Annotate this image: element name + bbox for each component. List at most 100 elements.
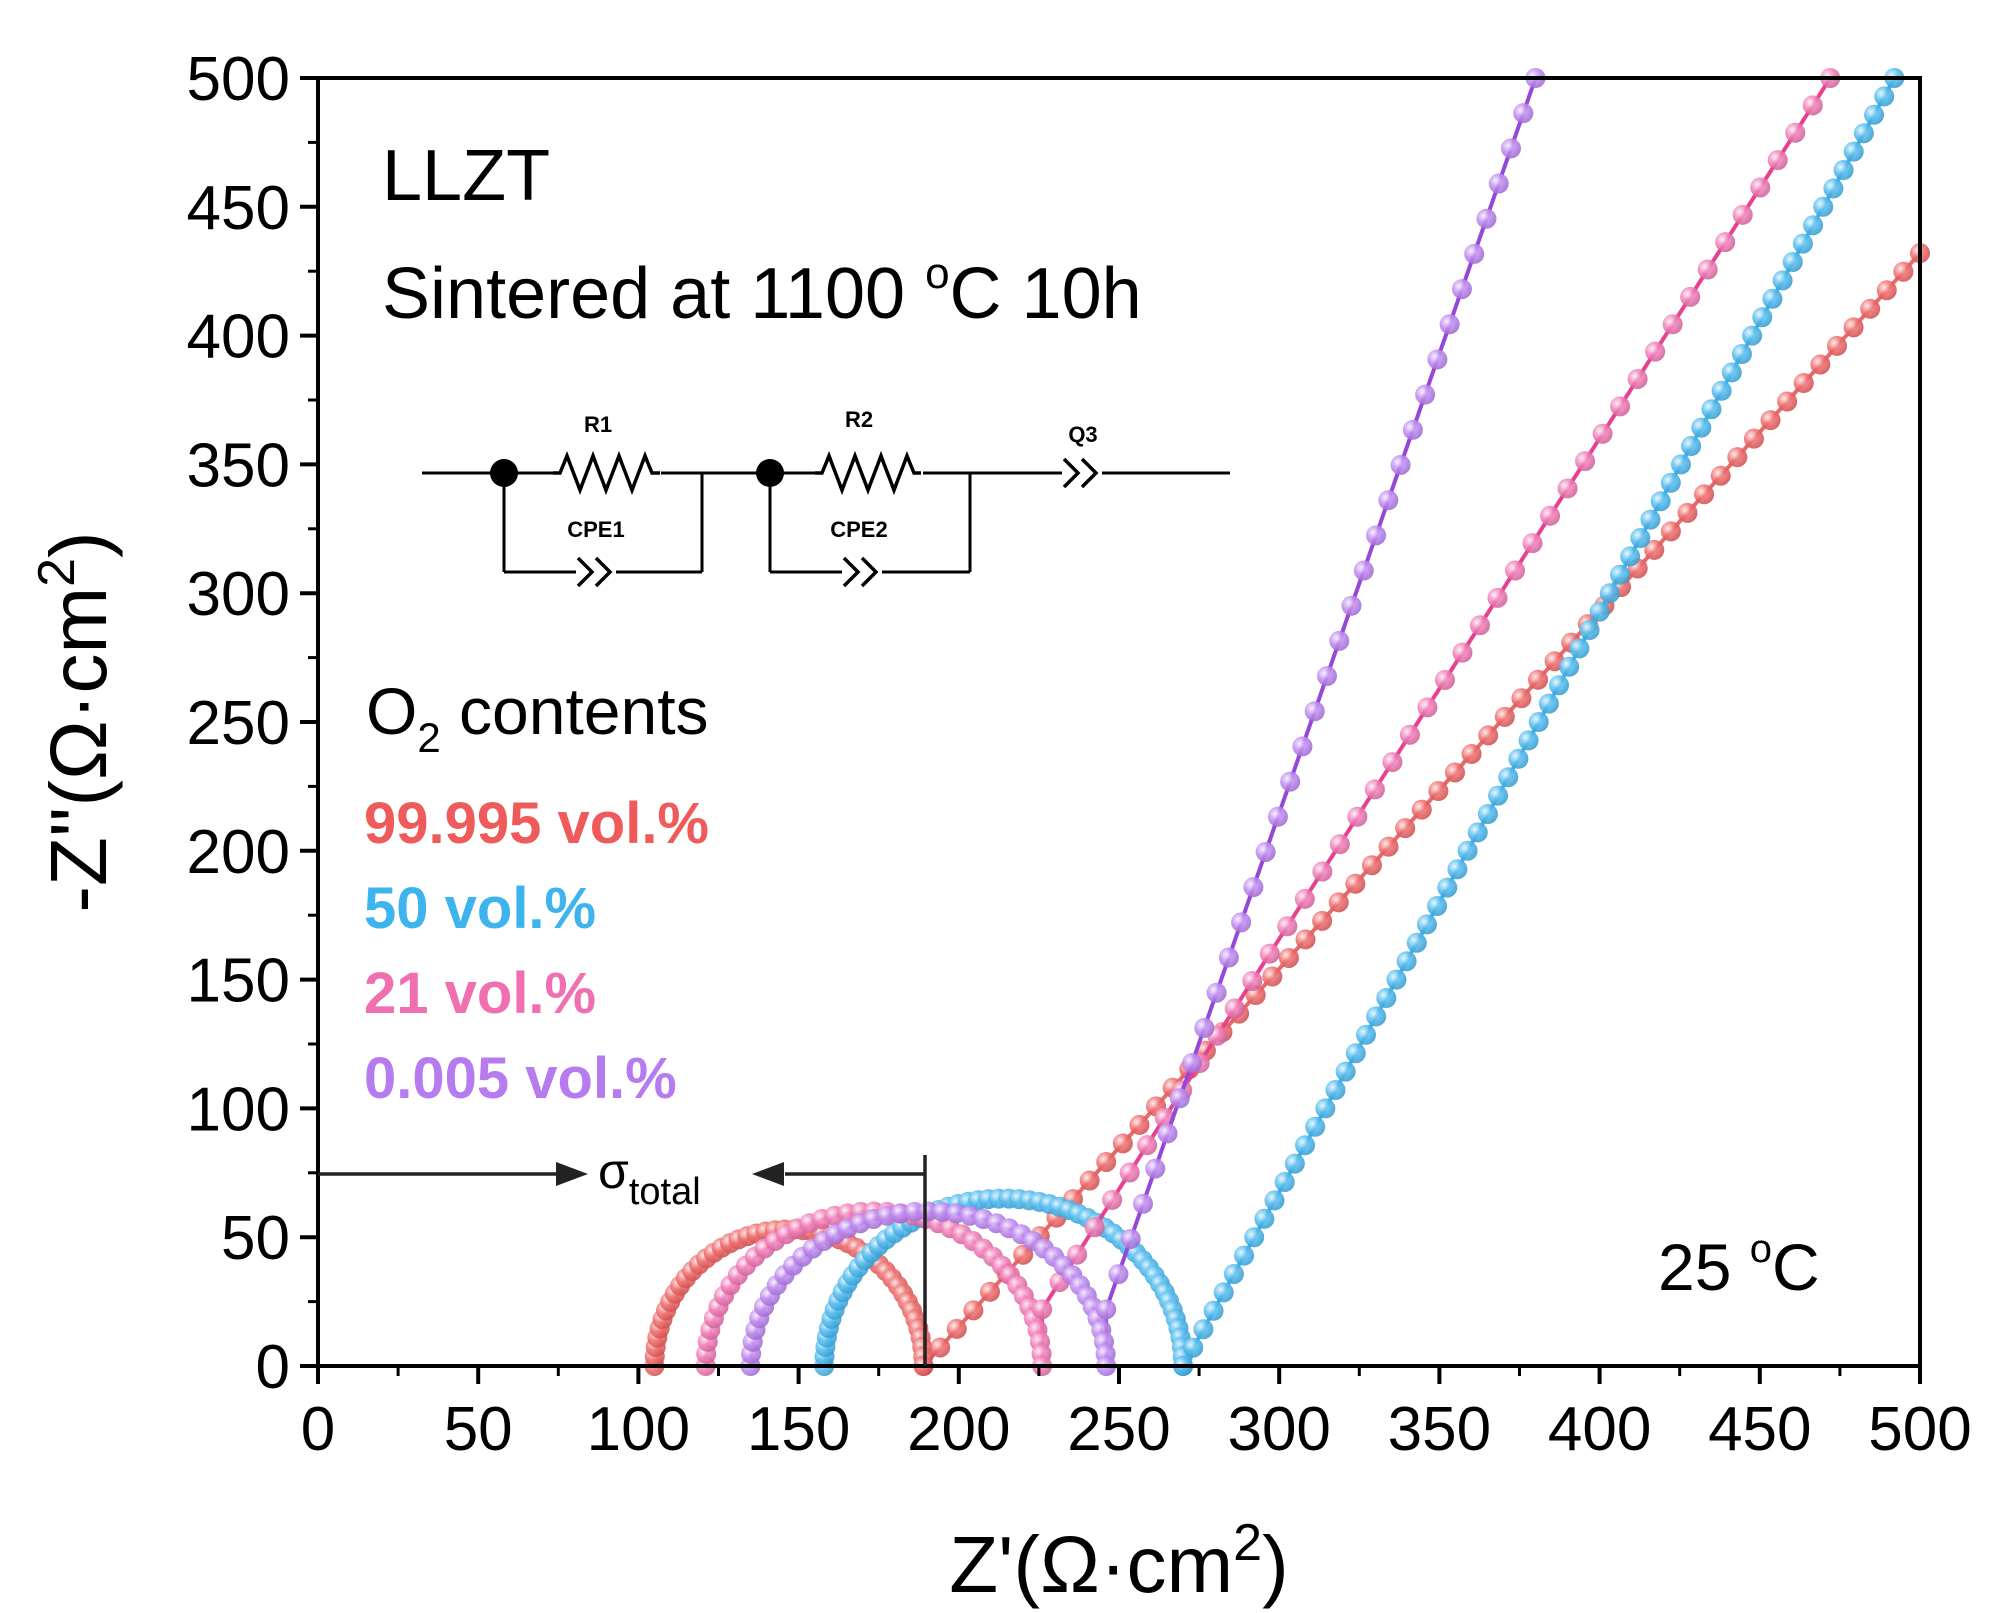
- data-point-shade: [1782, 252, 1803, 272]
- data-point-shade: [1589, 601, 1610, 622]
- data-point-shade: [1549, 675, 1570, 696]
- data-point-shade: [1461, 743, 1482, 764]
- data-point-shade: [1112, 1133, 1133, 1154]
- data-point-shade: [1364, 779, 1385, 800]
- data-point-shade: [1710, 465, 1731, 486]
- y-tick-label: 0: [256, 1333, 290, 1402]
- data-point-shade: [1402, 419, 1423, 440]
- data-point-shade: [1328, 892, 1349, 913]
- data-point-shade: [1538, 693, 1559, 714]
- data-point-shade: [1353, 560, 1374, 581]
- data-point-shade: [1417, 697, 1438, 718]
- data-point-shade: [1295, 1135, 1316, 1156]
- data-point-shade: [1355, 1024, 1376, 1045]
- data-point-shade: [1278, 947, 1299, 968]
- data-point-shade: [1802, 95, 1823, 116]
- data-point-shade: [1677, 502, 1698, 523]
- cpe2-icon: [842, 556, 882, 588]
- circuit-label-cpe2: CPE2: [830, 517, 887, 542]
- legend-title: O2 contents: [366, 674, 709, 761]
- data-point-shade: [1540, 505, 1561, 526]
- data-point-shade: [1157, 1123, 1178, 1144]
- y-tick-label: 100: [187, 1075, 290, 1144]
- data-point-shade: [1777, 391, 1798, 412]
- data-point-shade: [1610, 396, 1631, 417]
- data-point-shade: [979, 1281, 1000, 1302]
- data-point-shade: [1193, 1319, 1214, 1340]
- data-point-shade: [1813, 196, 1834, 217]
- data-point-shade: [1312, 861, 1333, 882]
- data-point-shade: [1650, 491, 1671, 512]
- data-point-shade: [1137, 1135, 1158, 1156]
- data-point-shade: [1280, 771, 1301, 792]
- data-point-shade: [1494, 706, 1515, 727]
- data-point-shade: [1079, 1170, 1100, 1191]
- data-point-shade: [930, 1337, 951, 1358]
- y-tick-label: 400: [187, 303, 290, 372]
- data-point-shade: [963, 1300, 984, 1321]
- data-point-shade: [1476, 208, 1497, 229]
- material-label: LLZT: [382, 136, 550, 216]
- data-point-shade: [1592, 423, 1613, 444]
- data-point-shade: [1508, 748, 1529, 769]
- data-point-shade: [1244, 1227, 1265, 1248]
- data-point-shade: [1640, 509, 1661, 530]
- data-point-shade: [1415, 384, 1436, 405]
- data-point-shade: [1701, 399, 1722, 420]
- data-point-shade: [1579, 620, 1600, 640]
- legend-entry: 50 vol.%: [364, 876, 596, 941]
- data-point-shade: [1772, 270, 1793, 291]
- data-point-shade: [1853, 123, 1874, 144]
- data-point-shade: [1194, 1017, 1215, 1038]
- x-tick-label: 250: [1067, 1395, 1170, 1464]
- data-point-shade: [1444, 762, 1465, 783]
- data-point-shade: [1860, 298, 1881, 319]
- data-point-shade: [1511, 688, 1532, 709]
- data-point-shade: [1231, 912, 1252, 933]
- sigma-total-label: σtotal: [598, 1143, 701, 1213]
- data-point-shade: [1528, 669, 1549, 690]
- data-point-shade: [1120, 1228, 1141, 1249]
- y-axis-title: -Z''(Ω·cm2): [28, 531, 123, 912]
- data-point-shade: [1467, 822, 1488, 843]
- data-point-shade: [1681, 436, 1702, 456]
- data-point-shade: [1304, 701, 1325, 722]
- data-point-shade: [1427, 349, 1448, 370]
- x-tick-label: 50: [444, 1395, 513, 1464]
- data-point-shade: [1843, 317, 1864, 338]
- data-point-shade: [1218, 947, 1239, 968]
- data-point-shade: [1108, 1264, 1129, 1285]
- data-point-shade: [1864, 104, 1885, 125]
- y-tick-label: 450: [187, 174, 290, 243]
- data-point-shade: [1264, 1190, 1285, 1211]
- circuit-node-2: [756, 459, 784, 487]
- data-point-shade: [1428, 781, 1449, 802]
- data-point-shade: [1096, 1299, 1117, 1320]
- data-point-shade: [1505, 560, 1526, 581]
- data-point-shade: [1447, 859, 1468, 880]
- data-point-shade: [1262, 966, 1283, 987]
- data-point-shade: [1434, 669, 1455, 690]
- data-point-shade: [1067, 1244, 1088, 1265]
- data-point-shade: [1361, 855, 1382, 876]
- data-point-shade: [1224, 998, 1245, 1019]
- x-tick-label: 500: [1868, 1395, 1971, 1464]
- data-point-shade: [1234, 1245, 1255, 1266]
- sigma-total-annotation: [318, 1155, 927, 1366]
- data-point-shade: [1267, 806, 1288, 827]
- data-point-shade: [1793, 372, 1814, 393]
- data-point-shade: [1498, 767, 1519, 788]
- data-point-shade: [1518, 730, 1539, 751]
- data-point-shade: [1345, 873, 1366, 894]
- data-point-shade: [1284, 1153, 1305, 1174]
- data-point-shade: [1762, 288, 1783, 309]
- data-point-shade: [1206, 982, 1227, 1003]
- x-tick-label: 100: [587, 1395, 690, 1464]
- data-point-shade: [1312, 910, 1333, 931]
- data-point-shade: [1182, 1053, 1203, 1074]
- data-point-shade: [1488, 785, 1509, 806]
- data-point-shade: [1292, 736, 1313, 757]
- circuit-label-r2: R2: [845, 407, 873, 432]
- data-point-shade: [1437, 877, 1458, 898]
- data-point-shade: [1084, 1217, 1105, 1238]
